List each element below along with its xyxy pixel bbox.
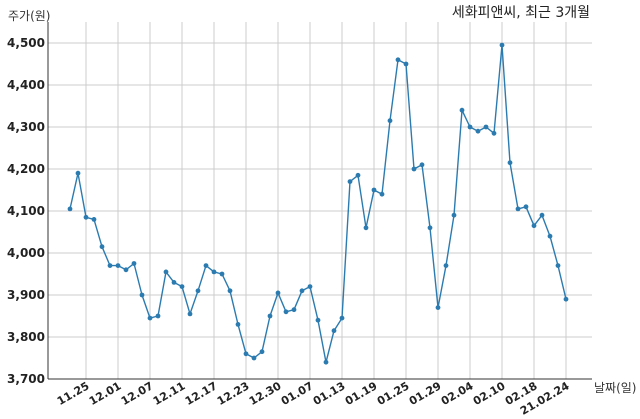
data-point xyxy=(307,284,313,289)
y-tick-label: 4,000 xyxy=(7,246,45,260)
y-tick-label: 4,100 xyxy=(7,204,45,218)
data-point xyxy=(179,284,185,289)
data-point xyxy=(315,317,321,323)
x-tick-label: 02.10 xyxy=(471,379,508,408)
data-point xyxy=(539,212,545,218)
data-point xyxy=(459,107,465,113)
data-point xyxy=(507,160,513,166)
data-point xyxy=(131,261,137,266)
x-tick-label: 12.17 xyxy=(183,379,220,408)
grid-layer xyxy=(48,22,592,380)
data-point xyxy=(259,349,265,355)
data-point xyxy=(347,179,353,185)
axis-layer xyxy=(47,22,592,380)
x-tick-label: 12.01 xyxy=(87,379,124,408)
data-point xyxy=(67,206,73,212)
x-tick-label: 12.23 xyxy=(215,379,252,408)
data-point xyxy=(171,280,177,285)
data-point xyxy=(155,313,161,319)
y-tick-label: 4,300 xyxy=(7,120,45,134)
y-tick-label: 4,500 xyxy=(7,36,45,50)
data-point xyxy=(115,263,121,268)
data-point xyxy=(339,315,345,321)
data-point xyxy=(443,263,449,268)
data-point xyxy=(387,118,393,124)
data-point xyxy=(547,233,553,239)
x-axis-label: 날짜(일) xyxy=(594,381,636,395)
data-point xyxy=(163,269,169,275)
data-point xyxy=(371,187,377,193)
data-point xyxy=(187,311,193,317)
y-tick-label: 4,200 xyxy=(7,162,45,176)
data-point xyxy=(419,162,425,168)
x-tick-label: 01.13 xyxy=(311,379,348,408)
x-tick-label: 02.04 xyxy=(439,379,476,408)
data-point xyxy=(275,290,281,296)
y-tick-label: 3,800 xyxy=(7,330,45,344)
data-point xyxy=(91,217,97,222)
data-point xyxy=(235,322,241,327)
data-point xyxy=(139,292,145,298)
x-tick-label: 11.25 xyxy=(55,379,92,408)
data-point xyxy=(107,263,113,268)
data-point xyxy=(395,57,401,63)
data-point xyxy=(403,61,409,67)
data-point xyxy=(499,42,505,48)
data-point xyxy=(467,124,473,130)
y-tick-label: 4,400 xyxy=(7,78,45,92)
data-point xyxy=(267,313,273,319)
data-point xyxy=(123,267,129,273)
data-point xyxy=(211,269,217,275)
data-point xyxy=(323,359,329,365)
y-tick-label: 3,900 xyxy=(7,288,45,302)
data-point xyxy=(219,271,225,277)
data-point xyxy=(355,172,361,178)
series-line xyxy=(69,44,567,363)
x-tick-label: 01.19 xyxy=(343,379,380,408)
y-tick-label-layer: 3,700 3,800 3,900 4,000 4,100 4,200 4,300 4,400… xyxy=(7,36,45,386)
data-point xyxy=(227,288,233,294)
data-point xyxy=(243,351,249,357)
x-tick-label-layer: 11.2512.0112.0712.1112.1712.2312.3001.07… xyxy=(55,379,572,418)
data-point xyxy=(203,263,209,268)
x-tick-label: 01.07 xyxy=(279,379,316,408)
data-point xyxy=(515,206,521,212)
data-point xyxy=(379,191,385,197)
x-tick-label: 12.30 xyxy=(247,379,284,408)
data-point xyxy=(75,170,81,176)
y-axis-label: 주가(원) xyxy=(8,9,50,23)
data-point xyxy=(427,225,433,231)
data-point xyxy=(363,225,369,231)
data-point xyxy=(475,128,481,134)
x-tick-label: 12.11 xyxy=(151,379,188,408)
data-point xyxy=(435,305,441,310)
data-point xyxy=(451,212,457,218)
data-point xyxy=(283,309,289,315)
series-line-layer xyxy=(69,44,567,363)
data-point xyxy=(147,315,153,321)
data-point xyxy=(555,263,561,268)
data-point xyxy=(411,166,417,172)
data-point-layer xyxy=(67,42,569,365)
data-point xyxy=(99,244,105,250)
data-point xyxy=(251,355,257,361)
data-point xyxy=(331,328,337,334)
x-tick-label: 01.29 xyxy=(407,379,444,408)
y-tick-label: 3,700 xyxy=(7,372,45,386)
data-point xyxy=(83,214,89,220)
data-point xyxy=(531,223,537,229)
data-point xyxy=(491,130,497,136)
data-point xyxy=(195,288,201,294)
data-point xyxy=(299,288,305,294)
data-point xyxy=(291,307,297,313)
data-point xyxy=(483,124,489,130)
x-tick-label: 01.25 xyxy=(375,379,412,408)
data-point xyxy=(563,296,569,302)
data-point xyxy=(523,204,529,210)
x-tick-label: 12.07 xyxy=(119,379,156,408)
chart-title: 세화피앤씨, 최근 3개월 xyxy=(452,5,590,21)
